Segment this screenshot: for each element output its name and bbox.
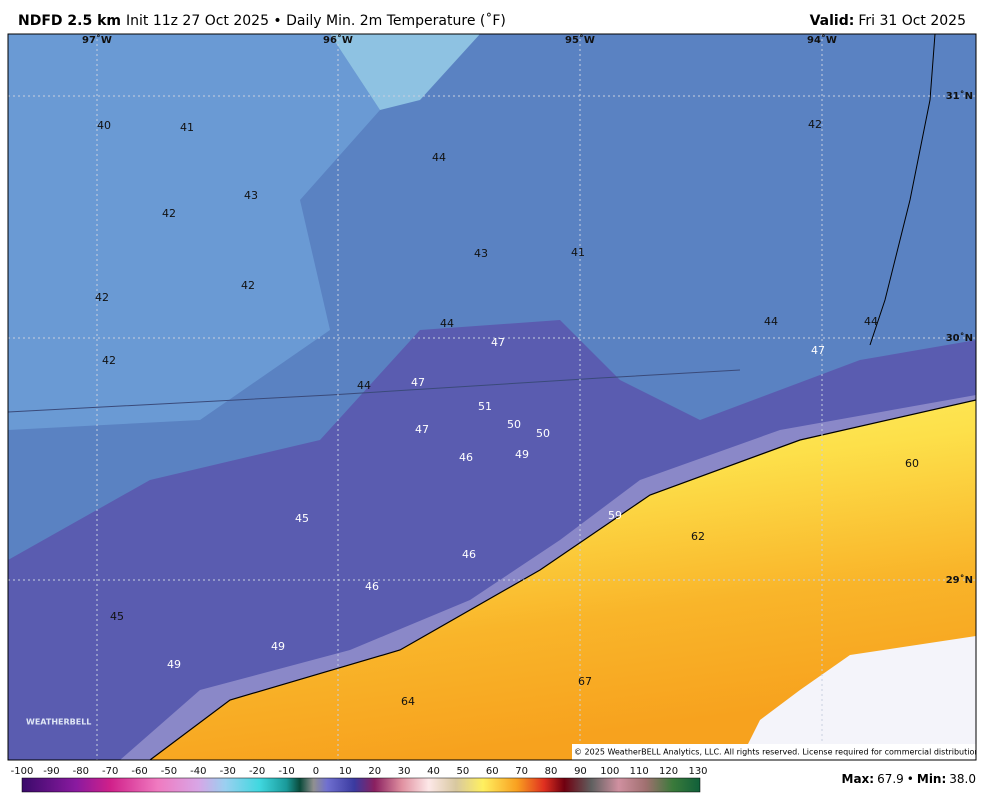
- separator: •: [907, 772, 914, 786]
- station-value: 44: [440, 317, 454, 330]
- station-value: 46: [462, 548, 476, 561]
- colorbar-tick-label: -80: [73, 766, 89, 777]
- station-value: 46: [459, 451, 473, 464]
- station-value: 44: [764, 315, 778, 328]
- colorbar-tick-label: -90: [43, 766, 59, 777]
- cool-region: [330, 34, 480, 110]
- valid-date: Fri 31 Oct 2025: [858, 13, 966, 29]
- station-value: 42: [241, 279, 255, 292]
- colorbar-tick-label: 100: [600, 766, 619, 777]
- no-data: [740, 636, 976, 760]
- colorbar-tick-label: 20: [368, 766, 381, 777]
- station-value: 49: [271, 640, 285, 653]
- station-value: 43: [474, 247, 488, 260]
- longitude-label: 97˚W: [82, 34, 112, 46]
- colorbar-tick-label: 130: [688, 766, 707, 777]
- colorbar-tick-label: -60: [131, 766, 147, 777]
- station-value: 51: [478, 400, 492, 413]
- latitude-label: 30˚N: [946, 332, 973, 344]
- station-value: 42: [95, 291, 109, 304]
- station-value: 60: [905, 457, 919, 470]
- station-value: 49: [515, 448, 529, 461]
- station-value: 62: [691, 530, 705, 543]
- copyright: © 2025 WeatherBELL Analytics, LLC. All r…: [574, 748, 982, 757]
- map-frame: [7, 33, 977, 761]
- station-value: 41: [571, 246, 585, 259]
- station-value: 46: [365, 580, 379, 593]
- colorbar-tick-label: 0: [313, 766, 319, 777]
- valid-label: Valid:: [810, 13, 855, 29]
- cool-region: [8, 34, 380, 430]
- station-value: 47: [491, 336, 505, 349]
- station-value: 47: [811, 344, 825, 357]
- colorbar-tick-label: 110: [630, 766, 649, 777]
- max-value: 67.9: [877, 772, 904, 786]
- colorbar: [21, 777, 701, 793]
- station-value: 49: [167, 658, 181, 671]
- road: [8, 369, 741, 413]
- longitude-label: 96˚W: [323, 34, 353, 46]
- station-value: 64: [401, 695, 415, 708]
- coastline: [149, 399, 976, 760]
- graticule: [8, 34, 976, 760]
- station-value: 42: [808, 118, 822, 131]
- colorbar-tick-label: -30: [220, 766, 236, 777]
- colorbar-tick-label: -10: [278, 766, 294, 777]
- latitude-label: 31˚N: [946, 90, 973, 102]
- colorbar-tick-label: 10: [339, 766, 352, 777]
- station-value: 44: [432, 151, 446, 164]
- min-value: 38.0: [949, 772, 976, 786]
- colorbar-tick-label: 60: [486, 766, 499, 777]
- description: Init 11z 27 Oct 2025 • Daily Min. 2m Tem…: [126, 12, 506, 29]
- station-value: 43: [244, 189, 258, 202]
- station-value: 50: [507, 418, 521, 431]
- longitude-label: 94˚W: [807, 34, 837, 46]
- colorbar-tick-label: -100: [11, 766, 34, 777]
- colorbar-tick-label: -50: [161, 766, 177, 777]
- station-value: 45: [295, 512, 309, 525]
- map: © 2025 WeatherBELL Analytics, LLC. All r…: [8, 34, 982, 760]
- colorbar-tick-label: 80: [545, 766, 558, 777]
- copyright-box: [572, 744, 976, 760]
- colorbar-tick-label: -20: [249, 766, 265, 777]
- station-value: 50: [536, 427, 550, 440]
- logo: WEATHERBELL: [26, 718, 91, 727]
- border: [869, 34, 936, 346]
- station-value: 42: [102, 354, 116, 367]
- station-value: 44: [864, 315, 878, 328]
- header: NDFD 2.5 km Init 11z 27 Oct 2025 • Daily …: [18, 12, 506, 29]
- station-value: 44: [357, 379, 371, 392]
- colorbar-tick-label: 30: [398, 766, 411, 777]
- colorbar-tick-label: 90: [574, 766, 587, 777]
- station-value: 40: [97, 119, 111, 132]
- station-value: 59: [608, 509, 622, 522]
- colorbar-tick-label: 50: [457, 766, 470, 777]
- station-value: 42: [162, 207, 176, 220]
- model-name: NDFD 2.5 km: [18, 13, 121, 29]
- valid: Valid: Fri 31 Oct 2025: [810, 13, 966, 29]
- colorbar-tick-label: 120: [659, 766, 678, 777]
- station-value: 47: [411, 376, 425, 389]
- colorbar-tick-label: -40: [190, 766, 206, 777]
- latitude-label: 29˚N: [946, 574, 973, 586]
- station-value: 47: [415, 423, 429, 436]
- max-label: Max:: [842, 772, 875, 786]
- min-label: Min:: [917, 772, 946, 786]
- station-value: 41: [180, 121, 194, 134]
- station-value: 67: [578, 675, 592, 688]
- station-value: 45: [110, 610, 124, 623]
- longitude-label: 95˚W: [565, 34, 595, 46]
- colorbar-tick-label: 70: [515, 766, 528, 777]
- stats: Max: 67.9 • Min: 38.0: [842, 772, 977, 786]
- colorbar-tick-label: 40: [427, 766, 440, 777]
- colorbar-tick-label: -70: [102, 766, 118, 777]
